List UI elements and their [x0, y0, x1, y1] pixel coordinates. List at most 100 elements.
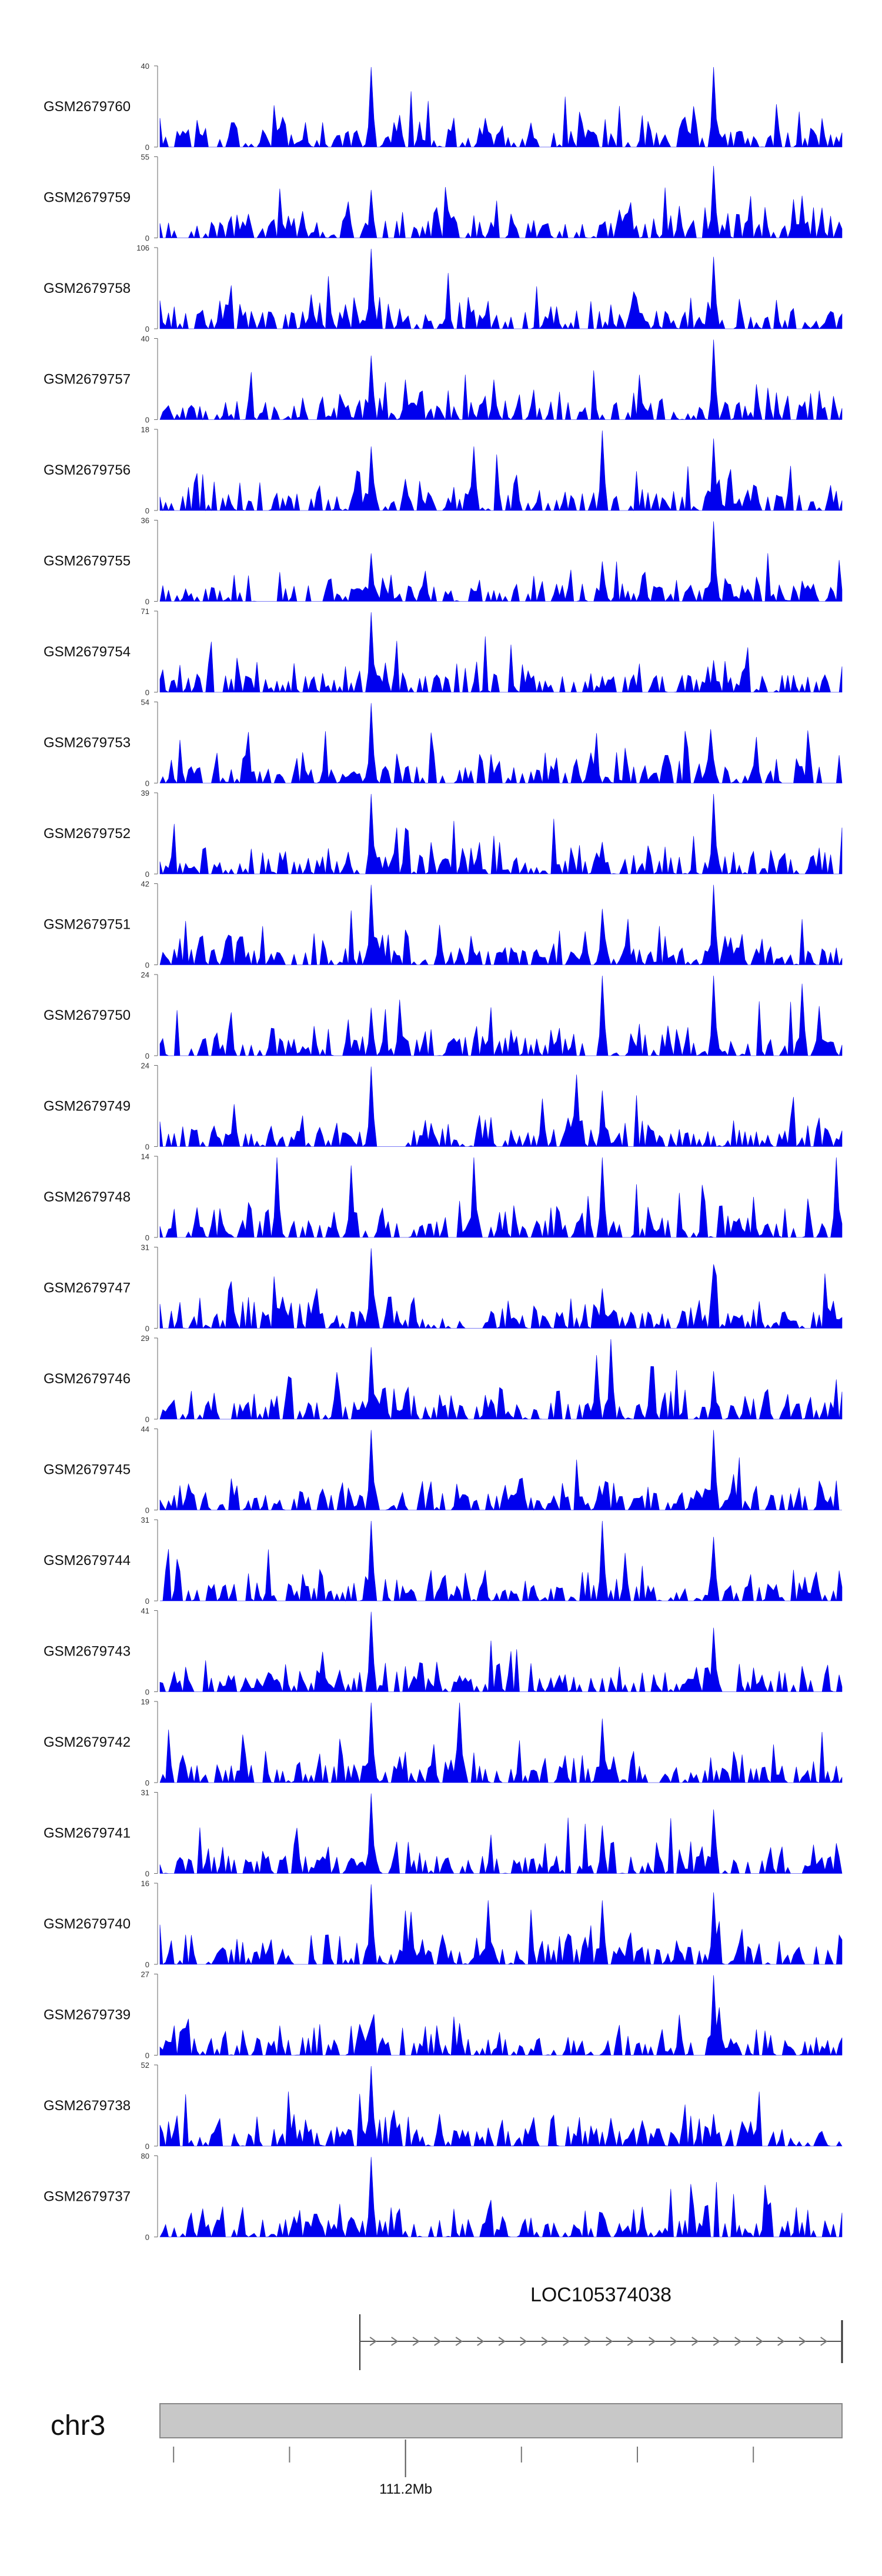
track-GSM2679745: GSM2679745 44 0: [44, 1425, 842, 1515]
y-max-label: 14: [141, 1152, 149, 1161]
y-max-label: 27: [141, 1970, 149, 1979]
coverage-area: [159, 1702, 843, 1784]
coverage-area: [159, 339, 843, 421]
track-label: GSM2679748: [44, 1189, 131, 1205]
track-GSM2679746: GSM2679746 29 0: [44, 1334, 843, 1424]
y-min-label: 0: [145, 1324, 149, 1333]
y-max-label: 24: [141, 970, 149, 979]
coverage-area: [159, 66, 843, 148]
y-max-label: 40: [141, 62, 149, 71]
y-max-label: 40: [141, 335, 149, 343]
strand-arrow: [691, 2337, 699, 2346]
track-GSM2679743: GSM2679743 41 0: [44, 1607, 843, 1697]
y-max-label: 41: [141, 1607, 149, 1616]
strand-arrow: [756, 2337, 763, 2346]
strand-arrow: [455, 2337, 463, 2346]
y-min-label: 0: [145, 779, 149, 788]
y-min-label: 0: [145, 1052, 149, 1060]
track-GSM2679759: GSM2679759 55 0: [44, 153, 843, 243]
track-label: GSM2679746: [44, 1371, 131, 1387]
y-max-label: 80: [141, 2152, 149, 2161]
track-GSM2679749: GSM2679749 24 0: [44, 1062, 843, 1152]
y-min-label: 0: [145, 1143, 149, 1152]
strand-arrow: [777, 2337, 785, 2346]
track-GSM2679754: GSM2679754 71 0: [44, 607, 843, 697]
coverage-area: [159, 1248, 843, 1329]
strand-arrow: [541, 2337, 549, 2346]
y-max-label: 24: [141, 1062, 149, 1070]
y-min-label: 0: [145, 1960, 149, 1969]
chromosome-ideogram: chr3 111.2Mb: [51, 2403, 843, 2497]
coverage-area: [159, 2157, 843, 2238]
y-max-label: 55: [141, 153, 149, 162]
chromosome-label: chr3: [51, 2410, 105, 2441]
y-min-label: 0: [145, 506, 149, 515]
track-label: GSM2679745: [44, 1462, 131, 1478]
y-max-label: 39: [141, 789, 149, 798]
track-label: GSM2679744: [44, 1553, 131, 1569]
y-max-label: 42: [141, 880, 149, 889]
strand-arrow: [649, 2337, 656, 2346]
track-GSM2679742: GSM2679742 19 0: [44, 1697, 843, 1787]
coverage-area: [159, 612, 843, 693]
y-max-label: 54: [141, 698, 149, 707]
y-max-label: 44: [141, 1425, 149, 1434]
y-max-label: 31: [141, 1788, 149, 1797]
strand-arrow: [369, 2337, 377, 2346]
y-min-label: 0: [145, 1778, 149, 1787]
coverage-area: [159, 1884, 843, 1966]
gene-annotation-track: LOC105374038: [359, 2284, 843, 2370]
track-label: GSM2679756: [44, 462, 131, 478]
track-label: GSM2679737: [44, 2189, 131, 2205]
y-max-label: 106: [136, 243, 149, 252]
y-min-label: 0: [145, 1415, 149, 1424]
coverage-tracks: GSM2679760400GSM2679759550GSM26797581060…: [44, 62, 843, 2242]
track-GSM2679739: GSM2679739 27 0: [44, 1970, 843, 2060]
strand-arrow: [627, 2337, 634, 2346]
track-label: GSM2679755: [44, 553, 131, 569]
coverage-area: [159, 1157, 843, 1239]
y-min-label: 0: [145, 234, 149, 243]
track-GSM2679748: GSM2679748 14 0: [44, 1152, 843, 1242]
y-max-label: 18: [141, 425, 149, 434]
track-label: GSM2679740: [44, 1916, 131, 1932]
gene-label: LOC105374038: [530, 2284, 671, 2306]
y-min-label: 0: [145, 1233, 149, 1242]
track-GSM2679756: GSM2679756 18 0: [44, 425, 843, 515]
track-GSM2679741: GSM2679741 31 0: [44, 1788, 843, 1878]
track-label: GSM2679738: [44, 2098, 131, 2114]
track-GSM2679758: GSM2679758 106 0: [44, 243, 843, 333]
y-min-label: 0: [145, 688, 149, 697]
coverage-area: [159, 1066, 843, 1147]
coverage-area: [159, 521, 843, 602]
coverage-area: [159, 430, 843, 512]
coverage-area: [159, 248, 843, 330]
strand-arrow: [498, 2337, 506, 2346]
track-GSM2679747: GSM2679747 31 0: [44, 1243, 843, 1333]
y-min-label: 0: [145, 598, 149, 606]
track-label: GSM2679757: [44, 372, 131, 388]
track-label: GSM2679753: [44, 735, 131, 751]
strand-arrow: [563, 2337, 570, 2346]
y-max-label: 52: [141, 2061, 149, 2070]
strand-arrow: [606, 2337, 613, 2346]
coverage-area: [159, 975, 843, 1057]
coverage-area: [159, 1793, 843, 1874]
strand-arrow: [820, 2337, 828, 2346]
coverage-area: [159, 1611, 843, 1693]
chromosome-band: [159, 2403, 843, 2438]
track-GSM2679744: GSM2679744 31 0: [44, 1516, 843, 1606]
y-max-label: 31: [141, 1516, 149, 1524]
coverage-area: [159, 1430, 842, 1511]
coverage-area: [159, 1975, 843, 2056]
track-label: GSM2679760: [44, 99, 131, 115]
coverage-area: [159, 703, 843, 784]
y-max-label: 29: [141, 1334, 149, 1343]
track-GSM2679751: GSM2679751 42 0: [44, 880, 843, 970]
track-GSM2679752: GSM2679752 39 0: [44, 789, 843, 879]
y-max-label: 19: [141, 1697, 149, 1706]
coverage-area: [159, 1520, 843, 1602]
y-max-label: 71: [141, 607, 149, 616]
y-min-label: 0: [145, 1870, 149, 1878]
